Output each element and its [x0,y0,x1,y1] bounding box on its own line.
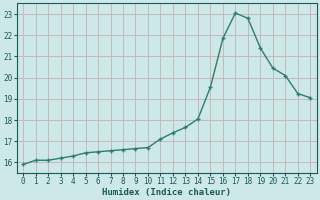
X-axis label: Humidex (Indice chaleur): Humidex (Indice chaleur) [102,188,231,197]
